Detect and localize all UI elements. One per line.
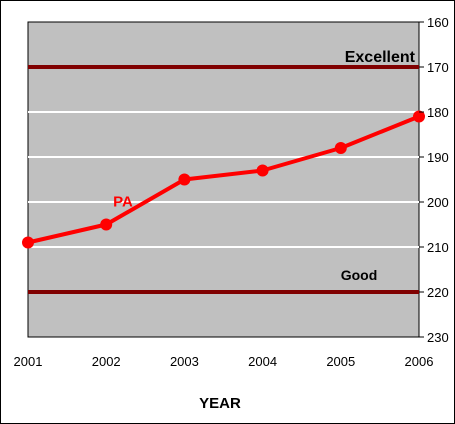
x-tick-label: 2003 [170, 354, 199, 369]
x-tick-label: 2006 [405, 354, 434, 369]
series-line-pa [27, 114, 420, 245]
x-tick-label: 2004 [248, 354, 277, 369]
data-point [334, 142, 347, 154]
y-tick-label: 180 [427, 105, 449, 120]
y-tick-label: 220 [427, 285, 449, 300]
y-tick-label: 190 [427, 150, 449, 165]
data-point [100, 218, 113, 231]
series-label: PA [113, 194, 133, 211]
y-tick-label: 160 [427, 15, 449, 30]
x-tick-label: 2002 [92, 354, 121, 369]
y-tick-label: 230 [427, 330, 449, 345]
x-tick-label: 2001 [14, 354, 43, 369]
reference-label-good: Good [341, 267, 378, 283]
data-point [256, 164, 269, 177]
x-axis-title: YEAR [199, 395, 241, 412]
y-tick-label: 210 [427, 240, 449, 255]
plot-area [27, 21, 420, 338]
reference-label-excellent: Excellent [345, 49, 416, 66]
x-tick-label: 2005 [326, 354, 355, 369]
y-tick-label: 170 [427, 60, 449, 75]
data-point [413, 110, 425, 123]
y-tick-label: 200 [427, 195, 449, 210]
data-point [22, 236, 34, 249]
data-point [178, 173, 191, 186]
